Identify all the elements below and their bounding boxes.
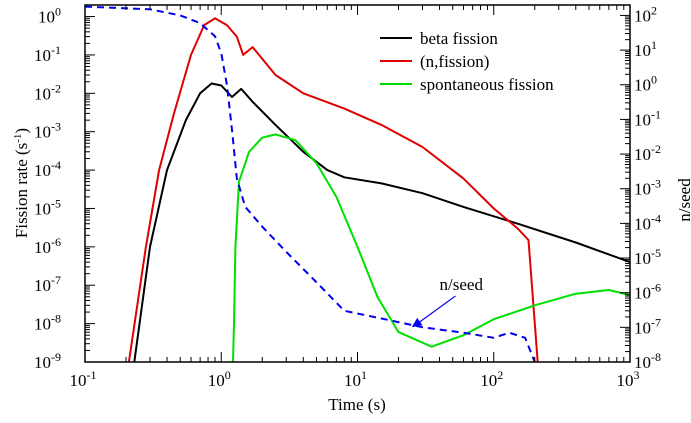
y-right-tick-label: 100 [634, 73, 657, 95]
axis-ticks [84, 4, 631, 363]
x-tick-label: 101 [344, 368, 367, 390]
legend-label-spontaneous-fission: spontaneous fission [420, 75, 554, 94]
y-right-tick-label: 102 [634, 3, 657, 25]
y-left-tick-label: 100 [38, 5, 61, 27]
y-right-tick-label: 10-6 [634, 281, 661, 303]
y-right-tick-label: 10-1 [634, 107, 661, 129]
legend-label-beta-fission: beta fission [420, 29, 498, 48]
tick-labels: 10-1 100 101 102 103 100 10-1 10-2 10-3 10-4 10-5 1… [34, 3, 661, 390]
plot-frame [84, 4, 631, 363]
series-line-n-fission [127, 17, 539, 362]
y-right-tick-label: 10-8 [634, 350, 661, 372]
y-axis-right-label-text: n/seed [675, 178, 691, 222]
y-right-tick-label: 10-2 [634, 142, 661, 164]
y-left-tick-label: 10-6 [34, 235, 61, 257]
y-axis-left-label: Fission rate (s-1) [12, 128, 31, 238]
nseed-annotation: n/seed [411, 275, 484, 328]
series-line-beta-fission [133, 82, 630, 362]
y-axis-left-label-text: Fission rate (s-1) [12, 128, 31, 238]
y-left-tick-label: 10-3 [34, 120, 61, 142]
y-axis-right-label: n/seed [675, 178, 691, 222]
x-tick-label: 103 [617, 368, 640, 390]
y-right-tick-label: 10-7 [634, 315, 661, 337]
y-right-tick-label: 10-3 [634, 177, 661, 199]
y-left-tick-label: 10-4 [34, 158, 61, 180]
x-tick-label: 10-1 [70, 368, 97, 390]
y-right-tick-label: 101 [634, 38, 657, 60]
plot-curves [85, 5, 630, 362]
y-left-tick-label: 10-8 [34, 312, 61, 334]
nseed-annotation-arrowhead [411, 317, 423, 328]
y-left-tick-label: 10-2 [34, 81, 61, 103]
y-left-tick-label: 10-9 [34, 350, 61, 372]
nseed-annotation-arrow [417, 295, 456, 324]
y-right-tick-label: 10-4 [634, 211, 661, 233]
y-left-tick-label: 10-1 [34, 43, 61, 65]
y-left-tick-label: 10-7 [34, 273, 61, 295]
y-right-tick-label: 10-5 [634, 246, 661, 268]
x-tick-label: 102 [480, 368, 503, 390]
y-left-tick-label: 10-5 [34, 196, 61, 218]
nseed-annotation-label: n/seed [440, 275, 484, 294]
legend: beta fission (n,fission) spontaneous fis… [380, 29, 554, 94]
series-line-n-seed [85, 5, 536, 362]
x-tick-label: 100 [208, 368, 231, 390]
x-axis-label: Time (s) [328, 395, 385, 414]
legend-label-n-fission: (n,fission) [420, 52, 489, 71]
series-line-spontaneous-fission [232, 133, 630, 362]
